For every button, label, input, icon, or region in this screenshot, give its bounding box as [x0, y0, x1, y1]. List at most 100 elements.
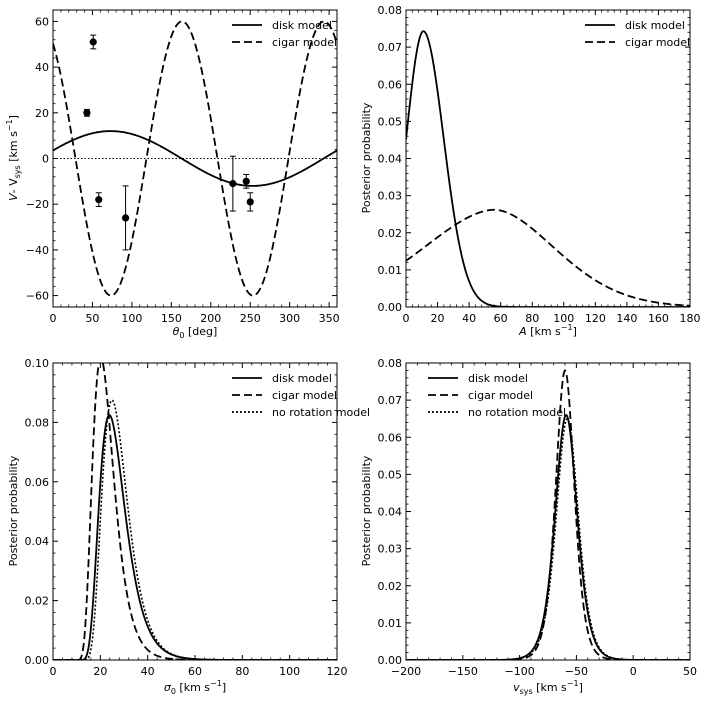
data-point — [229, 155, 237, 212]
legend-entry: no rotation model — [272, 406, 370, 419]
legend-entry: disk model — [468, 372, 528, 385]
y-axis-label: Posterior probability — [360, 455, 373, 566]
y-tick-label: 0.06 — [25, 476, 50, 489]
y-tick-label: 60 — [35, 15, 49, 28]
data-marker — [89, 38, 97, 46]
y-tick-label: 0.07 — [378, 41, 403, 54]
data-point — [121, 185, 130, 251]
legend-entry: cigar model — [272, 389, 337, 402]
y-tick-label: 40 — [35, 61, 49, 74]
y-tick-label: 0.00 — [25, 654, 50, 667]
x-tick-label: 50 — [85, 312, 99, 325]
y-tick-label: 0 — [42, 153, 49, 166]
y-tick-label: 0.00 — [378, 301, 403, 314]
data-marker — [246, 198, 254, 206]
data-point — [83, 108, 91, 117]
y-tick-label: 0.04 — [378, 153, 403, 166]
x-tick-label: 50 — [683, 665, 697, 678]
x-tick-label: 20 — [93, 665, 107, 678]
panel-velocity-vs-angle: 0 50 100 150 200 250 300 350 −60 −40 −20 0 20 40 60 di… — [5, 9, 340, 340]
y-tick-label: 0.01 — [378, 617, 403, 630]
x-tick-label: 250 — [240, 312, 261, 325]
series-line-cigar-model — [53, 20, 337, 297]
y-axis-label: Posterior probability — [7, 455, 20, 566]
y-tick-label: 0.08 — [25, 416, 50, 429]
x-tick-label: 180 — [680, 312, 701, 325]
x-tick-label: −50 — [565, 665, 588, 678]
x-tick-label: 80 — [235, 665, 249, 678]
x-tick-label: 80 — [525, 312, 539, 325]
legend-entry: disk model — [272, 372, 332, 385]
x-tick-label: 60 — [494, 312, 508, 325]
x-tick-label: 120 — [327, 665, 348, 678]
y-tick-label: 0.00 — [378, 654, 403, 667]
x-axis-label: vsys [km s−1] — [513, 679, 583, 696]
y-tick-label: 0.06 — [378, 431, 403, 444]
data-point — [242, 173, 250, 189]
x-tick-label: 140 — [616, 312, 637, 325]
plot-frame — [405, 9, 691, 308]
y-axis-label: V- Vsys [km s−1] — [5, 115, 22, 201]
data-marker — [242, 177, 250, 185]
series-line-disk-model — [53, 130, 337, 187]
series-line-no-rotation-model — [406, 417, 690, 660]
x-tick-label: 0 — [403, 312, 410, 325]
y-tick-label: 0.08 — [378, 357, 403, 370]
x-tick-label: 100 — [553, 312, 574, 325]
y-tick-label: 0.02 — [378, 580, 403, 593]
y-tick-label: 0.03 — [378, 543, 403, 556]
x-tick-label: 40 — [462, 312, 476, 325]
data-marker — [229, 180, 237, 188]
y-tick-label: 0.06 — [378, 78, 403, 91]
y-tick-label: 20 — [35, 107, 49, 120]
x-tick-label: 0 — [50, 312, 57, 325]
series-line-disk-model — [406, 30, 690, 307]
series-line-disk-model — [406, 414, 690, 660]
x-tick-label: 60 — [188, 665, 202, 678]
legend-entry: no rotation model — [468, 406, 566, 419]
data-marker — [121, 214, 130, 222]
y-tick-label: 0.10 — [25, 357, 50, 370]
y-tick-label: 0.02 — [378, 227, 403, 240]
y-tick-label: 0.01 — [378, 264, 403, 277]
x-tick-label: 40 — [141, 665, 155, 678]
legend-entry: disk model — [625, 19, 685, 32]
y-tick-label: −60 — [26, 290, 49, 303]
x-tick-label: 350 — [319, 312, 340, 325]
y-tick-label: 0.08 — [378, 4, 403, 17]
legend-entry: cigar model — [625, 36, 690, 49]
x-tick-label: 200 — [200, 312, 221, 325]
x-tick-label: 20 — [431, 312, 445, 325]
y-tick-label: 0.05 — [378, 115, 403, 128]
legend-entry: cigar model — [272, 36, 337, 49]
legend-entry: disk model — [272, 19, 332, 32]
y-tick-label: 0.03 — [378, 190, 403, 203]
y-tick-label: 0.07 — [378, 394, 403, 407]
x-tick-label: −100 — [504, 665, 534, 678]
data-point — [246, 192, 254, 212]
x-tick-label: 160 — [648, 312, 669, 325]
panel-systemic-velocity-posterior: −200 −150 −100 −50 0 50 0.00 0.01 0.02 0.03 0.04 0.… — [360, 357, 697, 696]
x-axis-label: σ0 [km s−1] — [164, 679, 226, 696]
y-tick-label: 0.04 — [378, 506, 403, 519]
y-tick-label: −20 — [26, 198, 49, 211]
x-axis-label: θ0 [deg] — [173, 325, 218, 340]
x-tick-label: −200 — [391, 665, 421, 678]
y-tick-label: 0.04 — [25, 535, 50, 548]
x-tick-label: 100 — [279, 665, 300, 678]
x-tick-label: 100 — [121, 312, 142, 325]
y-tick-label: 0.05 — [378, 468, 403, 481]
series-line-cigar-model — [53, 363, 337, 660]
x-tick-label: 0 — [630, 665, 637, 678]
series-line-disk-model — [53, 414, 337, 660]
x-tick-label: 150 — [161, 312, 182, 325]
y-axis-label: Posterior probability — [360, 102, 373, 213]
x-tick-label: 300 — [279, 312, 300, 325]
series-line-no-rotation-model — [53, 399, 337, 660]
panel-amplitude-posterior: 0 20 40 60 80 100 120 140 160 180 0.00 0.01 0.02 0.03… — [360, 4, 701, 338]
series-line-cigar-model — [406, 208, 690, 307]
x-tick-label: 0 — [50, 665, 57, 678]
data-point — [89, 34, 97, 50]
x-axis-label: A [km s−1] — [518, 323, 577, 338]
y-tick-label: −40 — [26, 244, 49, 257]
